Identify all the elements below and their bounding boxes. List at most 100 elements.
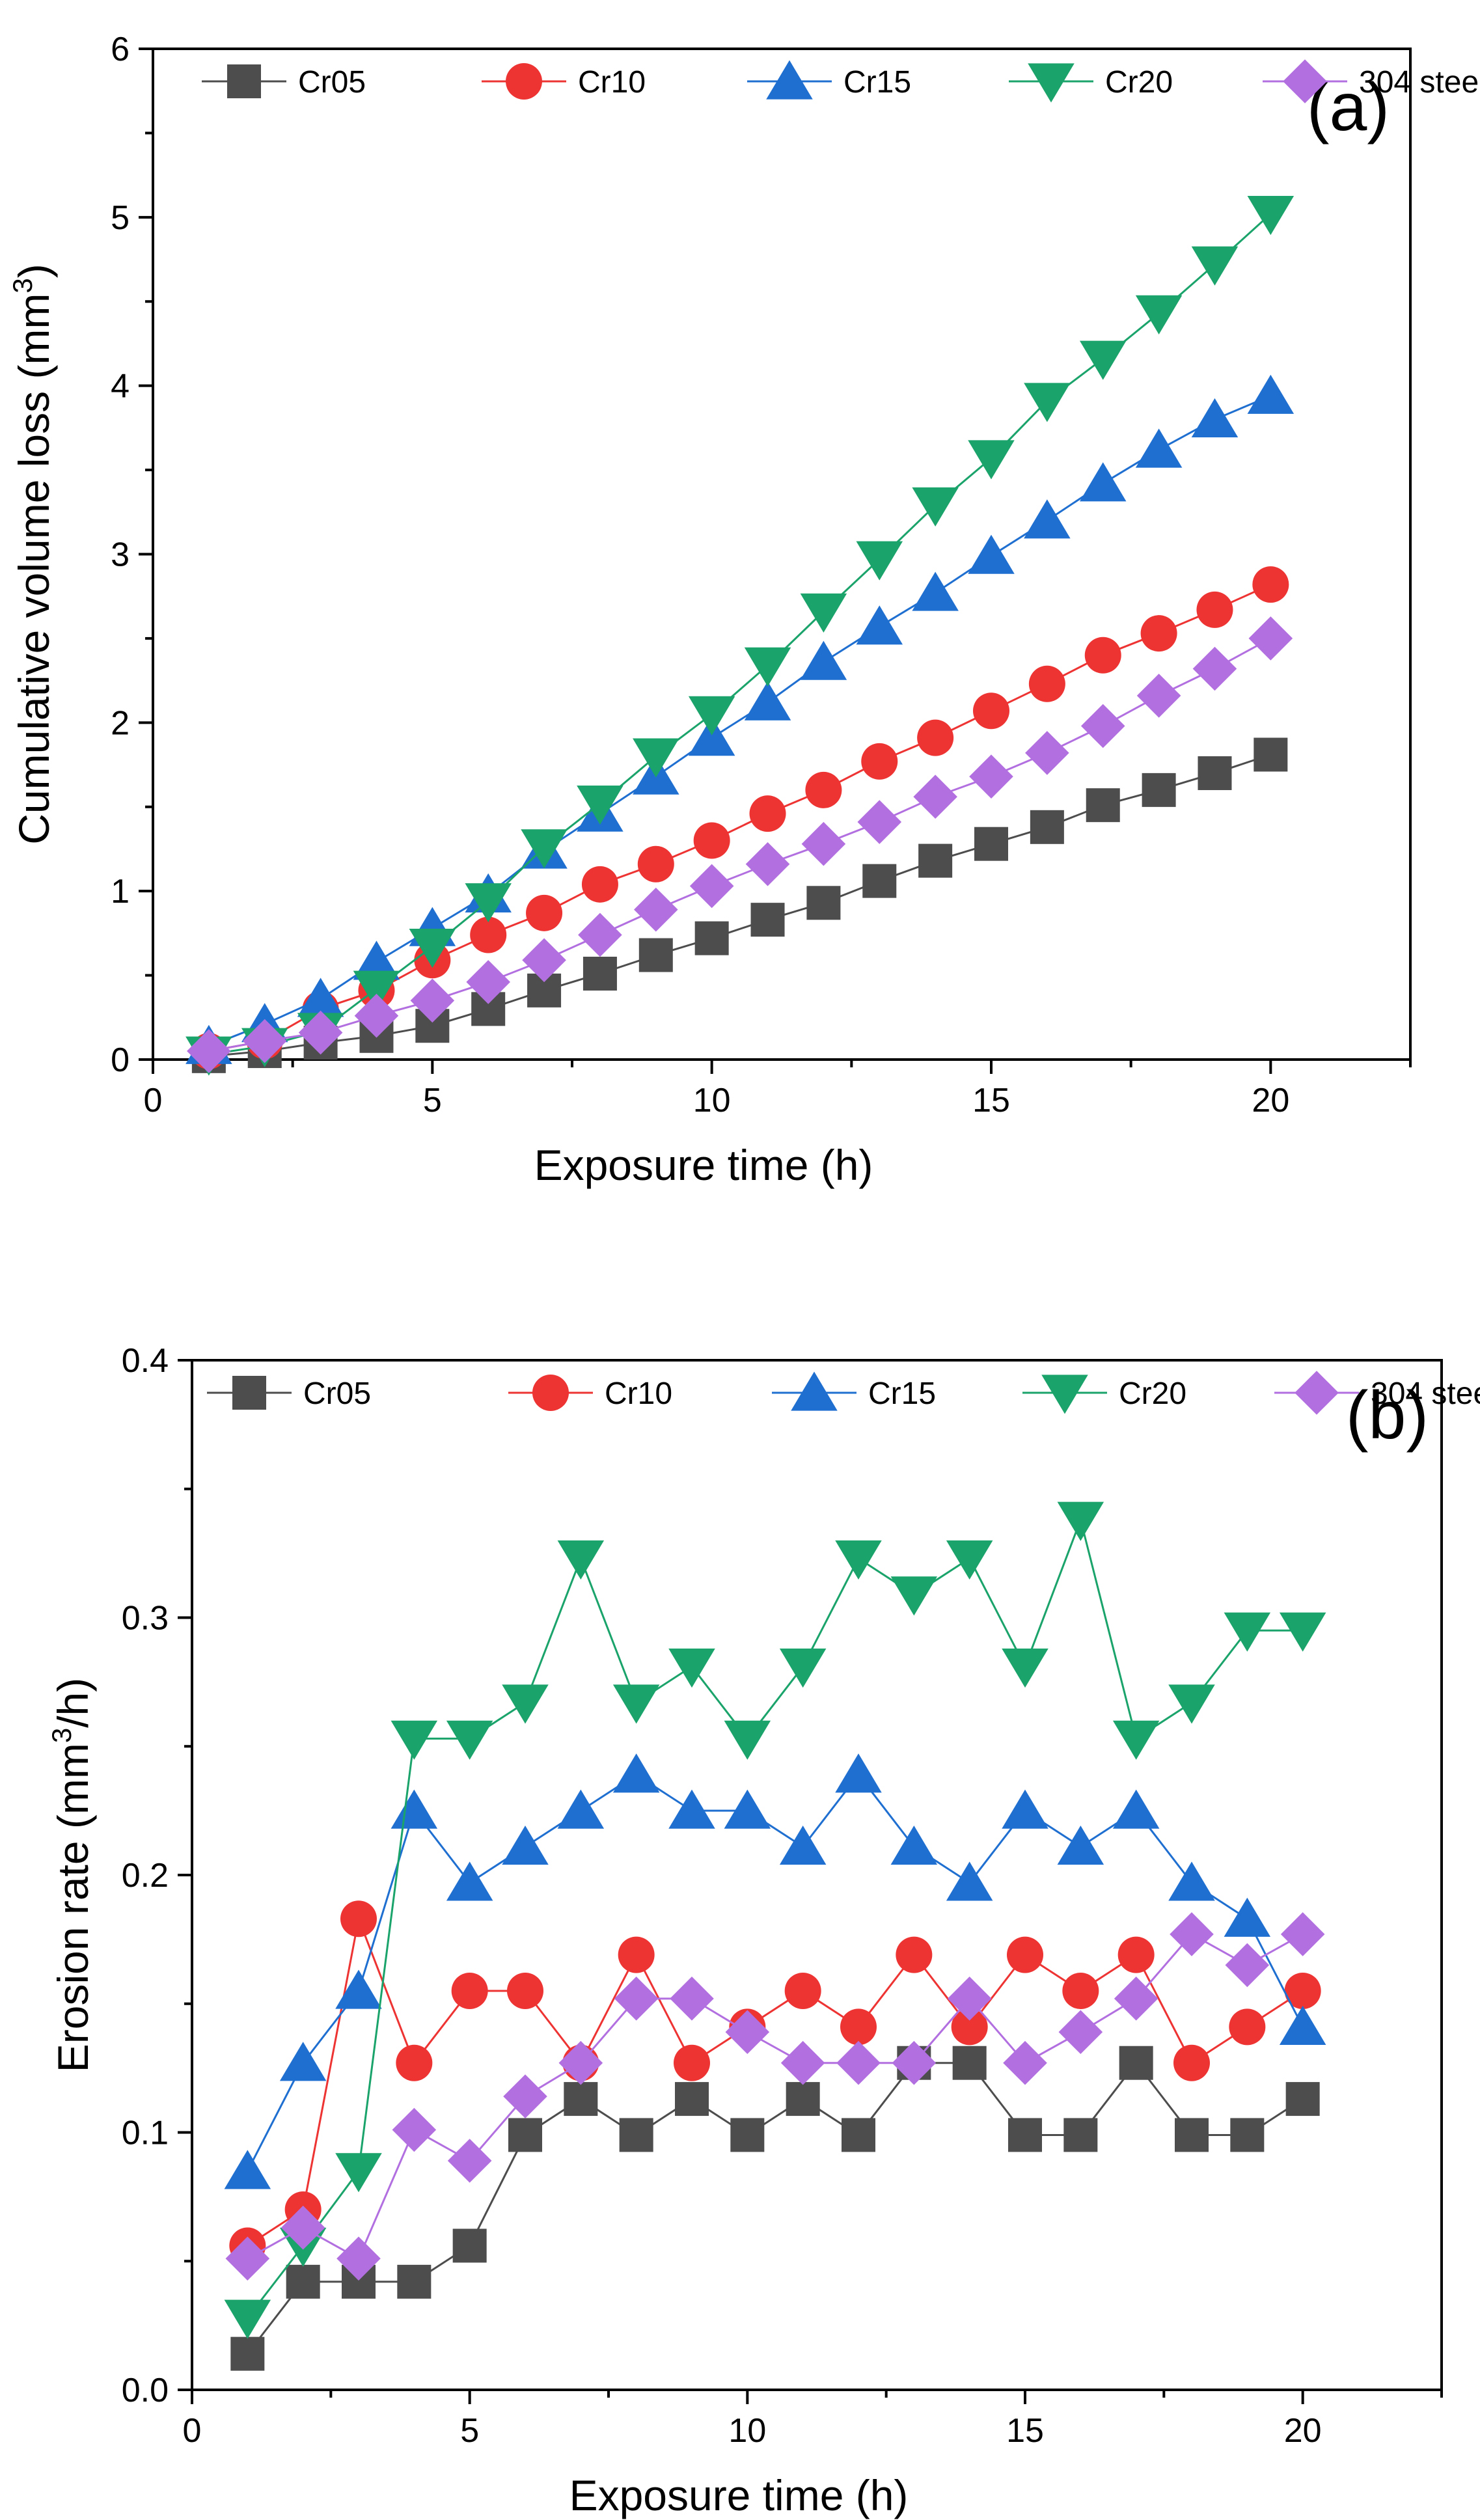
data-point: [750, 903, 785, 937]
data-point: [947, 1977, 992, 2021]
data-point: [835, 1753, 882, 1793]
data-point: [918, 843, 953, 878]
data-point: [668, 1649, 715, 1688]
data-point: [946, 1861, 993, 1901]
data-point: [391, 1789, 438, 1829]
y-axis-title-main: Cumulative volume loss (mm: [10, 294, 58, 845]
data-point: [612, 1753, 660, 1793]
x-tick-label: 20: [1252, 1082, 1289, 1119]
data-point: [633, 738, 679, 778]
data-point: [502, 1825, 549, 1865]
data-point: [1279, 1612, 1326, 1652]
data-point: [1285, 2082, 1320, 2116]
data-point: [187, 1029, 231, 1073]
x-axis-title: Exposure time (h): [534, 1141, 873, 1189]
data-point: [1196, 591, 1233, 628]
data-point: [805, 771, 842, 808]
data-point: [446, 1720, 493, 1760]
data-point: [1170, 1912, 1214, 1956]
data-point: [1008, 2118, 1042, 2152]
x-axis-title: Exposure time (h): [569, 2471, 909, 2519]
data-point: [890, 1825, 938, 1865]
legend-label: Cr05: [298, 65, 366, 100]
legend-marker: [1295, 1371, 1339, 1415]
data-point: [1252, 566, 1289, 603]
y-tick-label: 0.3: [122, 1600, 169, 1637]
data-point: [502, 1684, 549, 1724]
data-point: [668, 1789, 715, 1829]
x-tick-label: 0: [144, 1082, 163, 1119]
data-point: [526, 894, 563, 931]
y-tick-label: 3: [111, 536, 130, 574]
data-point: [1279, 2005, 1326, 2045]
data-point: [1198, 756, 1232, 790]
data-point: [973, 692, 1009, 730]
series-cr05: [191, 737, 1288, 1073]
data-point: [1140, 615, 1177, 652]
data-point: [521, 829, 568, 869]
legend-label: 304 steel: [1371, 1376, 1480, 1411]
data-point: [896, 1936, 933, 1973]
data-point: [786, 2082, 820, 2116]
y-axis-title-end: ): [10, 264, 58, 278]
legend: Cr05 Cr10 Cr15 Cr20 304 steel: [202, 59, 1480, 103]
data-point: [1173, 2044, 1210, 2081]
data-point: [577, 785, 624, 825]
data-point: [638, 938, 673, 972]
data-point: [806, 886, 841, 920]
legend-marker: [791, 1371, 838, 1411]
legend-label: Cr15: [843, 65, 911, 100]
legend-marker: [766, 60, 813, 100]
data-point: [862, 864, 897, 898]
data-point: [968, 440, 1015, 480]
data-point: [693, 822, 730, 859]
data-point: [784, 1972, 821, 2009]
data-point: [670, 1977, 714, 2021]
data-point: [230, 2336, 265, 2371]
data-point: [724, 1720, 771, 1760]
y-axis-title: Erosion rate (mm3/h): [46, 1678, 97, 2073]
data-point: [279, 2042, 327, 2081]
legend-label: Cr05: [303, 1376, 371, 1411]
data-point: [842, 2118, 875, 2152]
data-point: [912, 571, 959, 611]
x-tick-label: 5: [423, 1082, 442, 1119]
data-point: [892, 2040, 937, 2085]
data-point: [1062, 1972, 1099, 2009]
data-point: [946, 1540, 993, 1580]
legend-marker: [532, 1375, 569, 1411]
data-point: [634, 887, 678, 932]
data-point: [1229, 2008, 1266, 2046]
data-point: [801, 821, 846, 866]
legend-label: Cr15: [868, 1376, 936, 1411]
data-point: [1191, 246, 1239, 286]
data-point: [1247, 196, 1295, 236]
data-point: [1084, 637, 1121, 674]
data-point: [1192, 646, 1237, 691]
data-point: [522, 938, 566, 983]
data-point: [749, 795, 786, 832]
data-point: [974, 827, 1008, 861]
data-point: [447, 2139, 492, 2183]
y-tick-label: 0.1: [122, 2115, 169, 2152]
x-tick-label: 15: [972, 1082, 1010, 1119]
data-point: [224, 2299, 271, 2339]
data-point: [353, 970, 400, 1010]
data-point: [353, 940, 400, 980]
data-point: [1230, 2118, 1265, 2152]
data-point: [1248, 616, 1293, 661]
data-point: [224, 2150, 271, 2189]
data-point: [1175, 2118, 1209, 2152]
data-point: [286, 2264, 320, 2299]
data-point: [391, 1720, 438, 1760]
data-point: [1028, 665, 1065, 702]
data-point: [242, 1019, 287, 1063]
y-tick-label: 4: [111, 368, 130, 405]
data-point: [1002, 1649, 1048, 1688]
data-point: [1254, 737, 1288, 772]
series-304-steel: [225, 1912, 1325, 2281]
y-tick-label: 1: [111, 873, 130, 911]
data-point: [1057, 1825, 1104, 1865]
legend-marker: [232, 1376, 266, 1410]
